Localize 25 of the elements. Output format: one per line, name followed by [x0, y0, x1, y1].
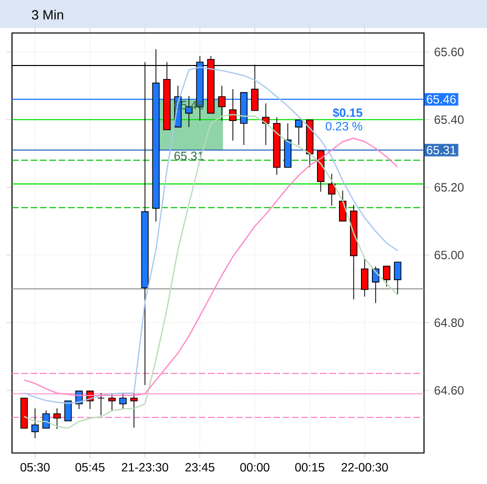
x-tick-label: 00:00: [240, 463, 270, 472]
candlestick: [31, 408, 39, 438]
candlestick: [229, 88, 237, 142]
x-tick-label: 05:30: [20, 463, 50, 472]
candlestick: [328, 173, 336, 206]
x-tick-label: 23:45: [185, 463, 214, 472]
x-tick-label: 00:15: [295, 463, 324, 472]
candlestick: [97, 392, 105, 416]
x-tick-label: 21-23:30: [122, 463, 168, 472]
candlestick: [53, 408, 61, 430]
ref-line-label: 65.31: [426, 146, 456, 154]
y-tick-label: 64.60: [434, 386, 464, 395]
y-tick-label: 65.60: [434, 48, 464, 56]
annotation: 0.23 %: [326, 122, 362, 130]
ref-line-label: 65.46: [426, 95, 456, 104]
x-tick-label: 22-00:30: [342, 463, 388, 472]
chart-title: 3 Min: [32, 10, 64, 20]
annotation: $0.15: [332, 108, 362, 118]
y-tick-label: 65.40: [434, 115, 464, 124]
y-tick-label: 64.80: [434, 318, 464, 327]
candlestick: [218, 85, 226, 122]
y-tick-label: 65.00: [434, 250, 464, 260]
annotation: 65.46: [174, 100, 204, 110]
y-tick-label: 65.20: [434, 183, 464, 192]
x-tick-label: 05:45: [75, 463, 105, 472]
